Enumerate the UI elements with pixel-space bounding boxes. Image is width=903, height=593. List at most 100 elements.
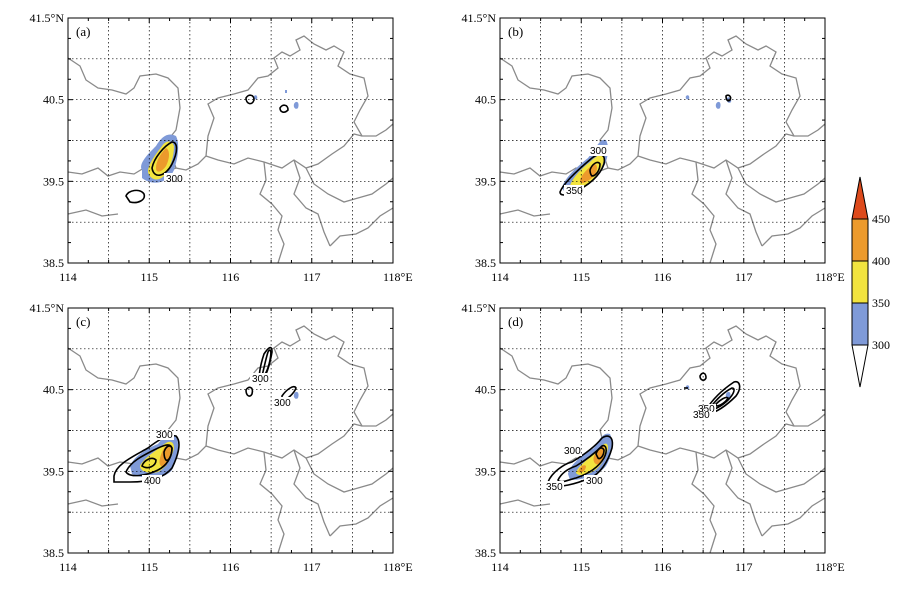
x-tick-label: 116 [222,270,240,284]
panel-c-contour-label-300a: 300 [156,430,173,441]
x-tick-label: 118°E [815,560,845,574]
panel-c-ticks: 114 115 116 117 118°E 41.5°N 40.5 39.5 38.5 [30,301,413,574]
x-tick-label: 116 [654,270,672,284]
panel-c-contour-n2 [261,349,272,378]
panel-a-contour-b1 [245,94,255,105]
panel-c-contour-label-300c: 300 [274,398,291,409]
x-tick-label: 117 [303,560,321,574]
x-tick-label: 115 [140,560,158,574]
panel-c-contour-400 [163,445,173,462]
panel-d-contour-inner [595,447,605,460]
panel-c-contour-inner [141,457,157,469]
panel-b-contour-label-350: 350 [566,186,583,197]
panel-d-contour-e-inner [715,396,729,407]
panel-c-grid [68,308,393,553]
panel-b-contour-300 [589,161,601,177]
panel-c-contour-label-400: 400 [144,476,161,487]
panel-b-contour-label-300: 300 [590,146,607,157]
y-tick-label: 39.5 [475,464,496,478]
panel-d-contour-outer [547,435,614,488]
panel-b-contour-small [725,94,732,102]
panel-d-grid [500,308,825,553]
panel-b: 300 350 (b) 114 115 116 117 118°E 41.5°N 40.5 3… [462,11,845,284]
panel-b-shade-small2 [715,101,721,109]
y-tick-label: 38.5 [43,546,64,560]
panel-b-shade-small1 [685,95,690,100]
panel-b-ticks: 114 115 116 117 118°E 41.5°N 40.5 39.5 38.5 [462,11,845,284]
y-tick-label: 40.5 [475,93,496,107]
panel-d-shade-400b [578,465,586,473]
panel-c-tag: (c) [76,314,90,329]
colorbar-label-350: 350 [872,296,890,310]
panel-a-tag: (a) [76,24,90,39]
colorbar-label-450: 450 [872,212,890,226]
x-tick-label: 115 [140,270,158,284]
x-tick-label: 116 [654,560,672,574]
y-tick-label: 38.5 [475,256,496,270]
y-tick-label: 39.5 [43,174,64,188]
x-tick-label: 118°E [383,560,413,574]
y-tick-label: 40.5 [475,383,496,397]
x-tick-label: 114 [59,270,77,284]
panel-a-shade-small2 [293,101,299,109]
colorbar-label-400: 400 [872,254,890,268]
colorbar-tri-bottom [851,344,869,388]
panel-d-contour-label-350c: 350 [693,410,710,421]
panel-c-shade-small [293,391,299,399]
x-tick-label: 117 [735,560,753,574]
panel-d-contour-mid [557,444,607,483]
colorbar-seg-400-450 [851,218,869,262]
panel-c-contour-label-300b: 300 [252,374,269,385]
panel-d: 300 350 300 350 350 (d) 114 115 116 117 118°… [462,301,845,574]
y-tick-label: 41.5°N [30,301,65,315]
panel-a-contour-300 [151,141,178,176]
panel-a-contour-small [125,189,146,204]
x-tick-label: 116 [222,560,240,574]
x-tick-label: 114 [491,560,509,574]
x-tick-label: 115 [572,270,590,284]
panel-a-shade-400 [156,148,169,172]
panel-a-ticks: 114 115 116 117 118°E 41.5°N 40.5 39.5 38.5 [30,11,413,284]
panel-a-contour-label: 300 [166,174,183,185]
panel-a-shade-small3 [285,90,287,93]
colorbar: 450 400 350 300 [851,176,890,388]
x-tick-label: 114 [59,560,77,574]
y-tick-label: 40.5 [43,93,64,107]
panel-a-grid [68,18,393,263]
panel-d-contour-label-300a: 300 [564,446,581,457]
colorbar-seg-300-350 [851,302,869,346]
panel-d-contour-n1 [699,372,707,381]
panel-a: 300 (a) 114 115 116 117 118°E 41.5°N 40.5 39.5 3… [30,11,413,284]
y-tick-label: 41.5°N [462,301,497,315]
panel-d-ticks: 114 115 116 117 118°E 41.5°N 40.5 39.5 38.5 [462,301,845,574]
x-tick-label: 118°E [815,270,845,284]
x-tick-label: 118°E [383,270,413,284]
y-tick-label: 41.5°N [30,11,65,25]
colorbar-label-300: 300 [872,338,890,352]
panel-c: 300 400 300 300 (c) 114 115 116 117 118°E 41.… [30,301,413,574]
panel-d-tag: (d) [508,314,523,329]
panel-c-contour-n3 [245,386,254,397]
panel-b-tag: (b) [508,24,523,39]
x-tick-label: 117 [303,270,321,284]
panel-a-contour-b2 [279,104,289,113]
colorbar-tri-top [851,176,869,220]
x-tick-label: 114 [491,270,509,284]
panel-b-grid [500,18,825,263]
y-tick-label: 38.5 [43,256,64,270]
y-tick-label: 39.5 [43,464,64,478]
panel-d-contour-label-350b: 350 [698,404,715,415]
panel-d-contour-label-350a: 350 [546,482,563,493]
panel-d-contour-e-outer [705,380,741,415]
x-tick-label: 117 [735,270,753,284]
panel-d-contour-e-mid [709,387,735,411]
y-tick-label: 40.5 [43,383,64,397]
panel-b-shade-400 [580,164,597,183]
y-tick-label: 39.5 [475,174,496,188]
y-tick-label: 41.5°N [462,11,497,25]
panel-d-contour-label-300b: 300 [586,476,603,487]
y-tick-label: 38.5 [475,546,496,560]
x-tick-label: 115 [572,560,590,574]
colorbar-seg-350-400 [851,260,869,304]
